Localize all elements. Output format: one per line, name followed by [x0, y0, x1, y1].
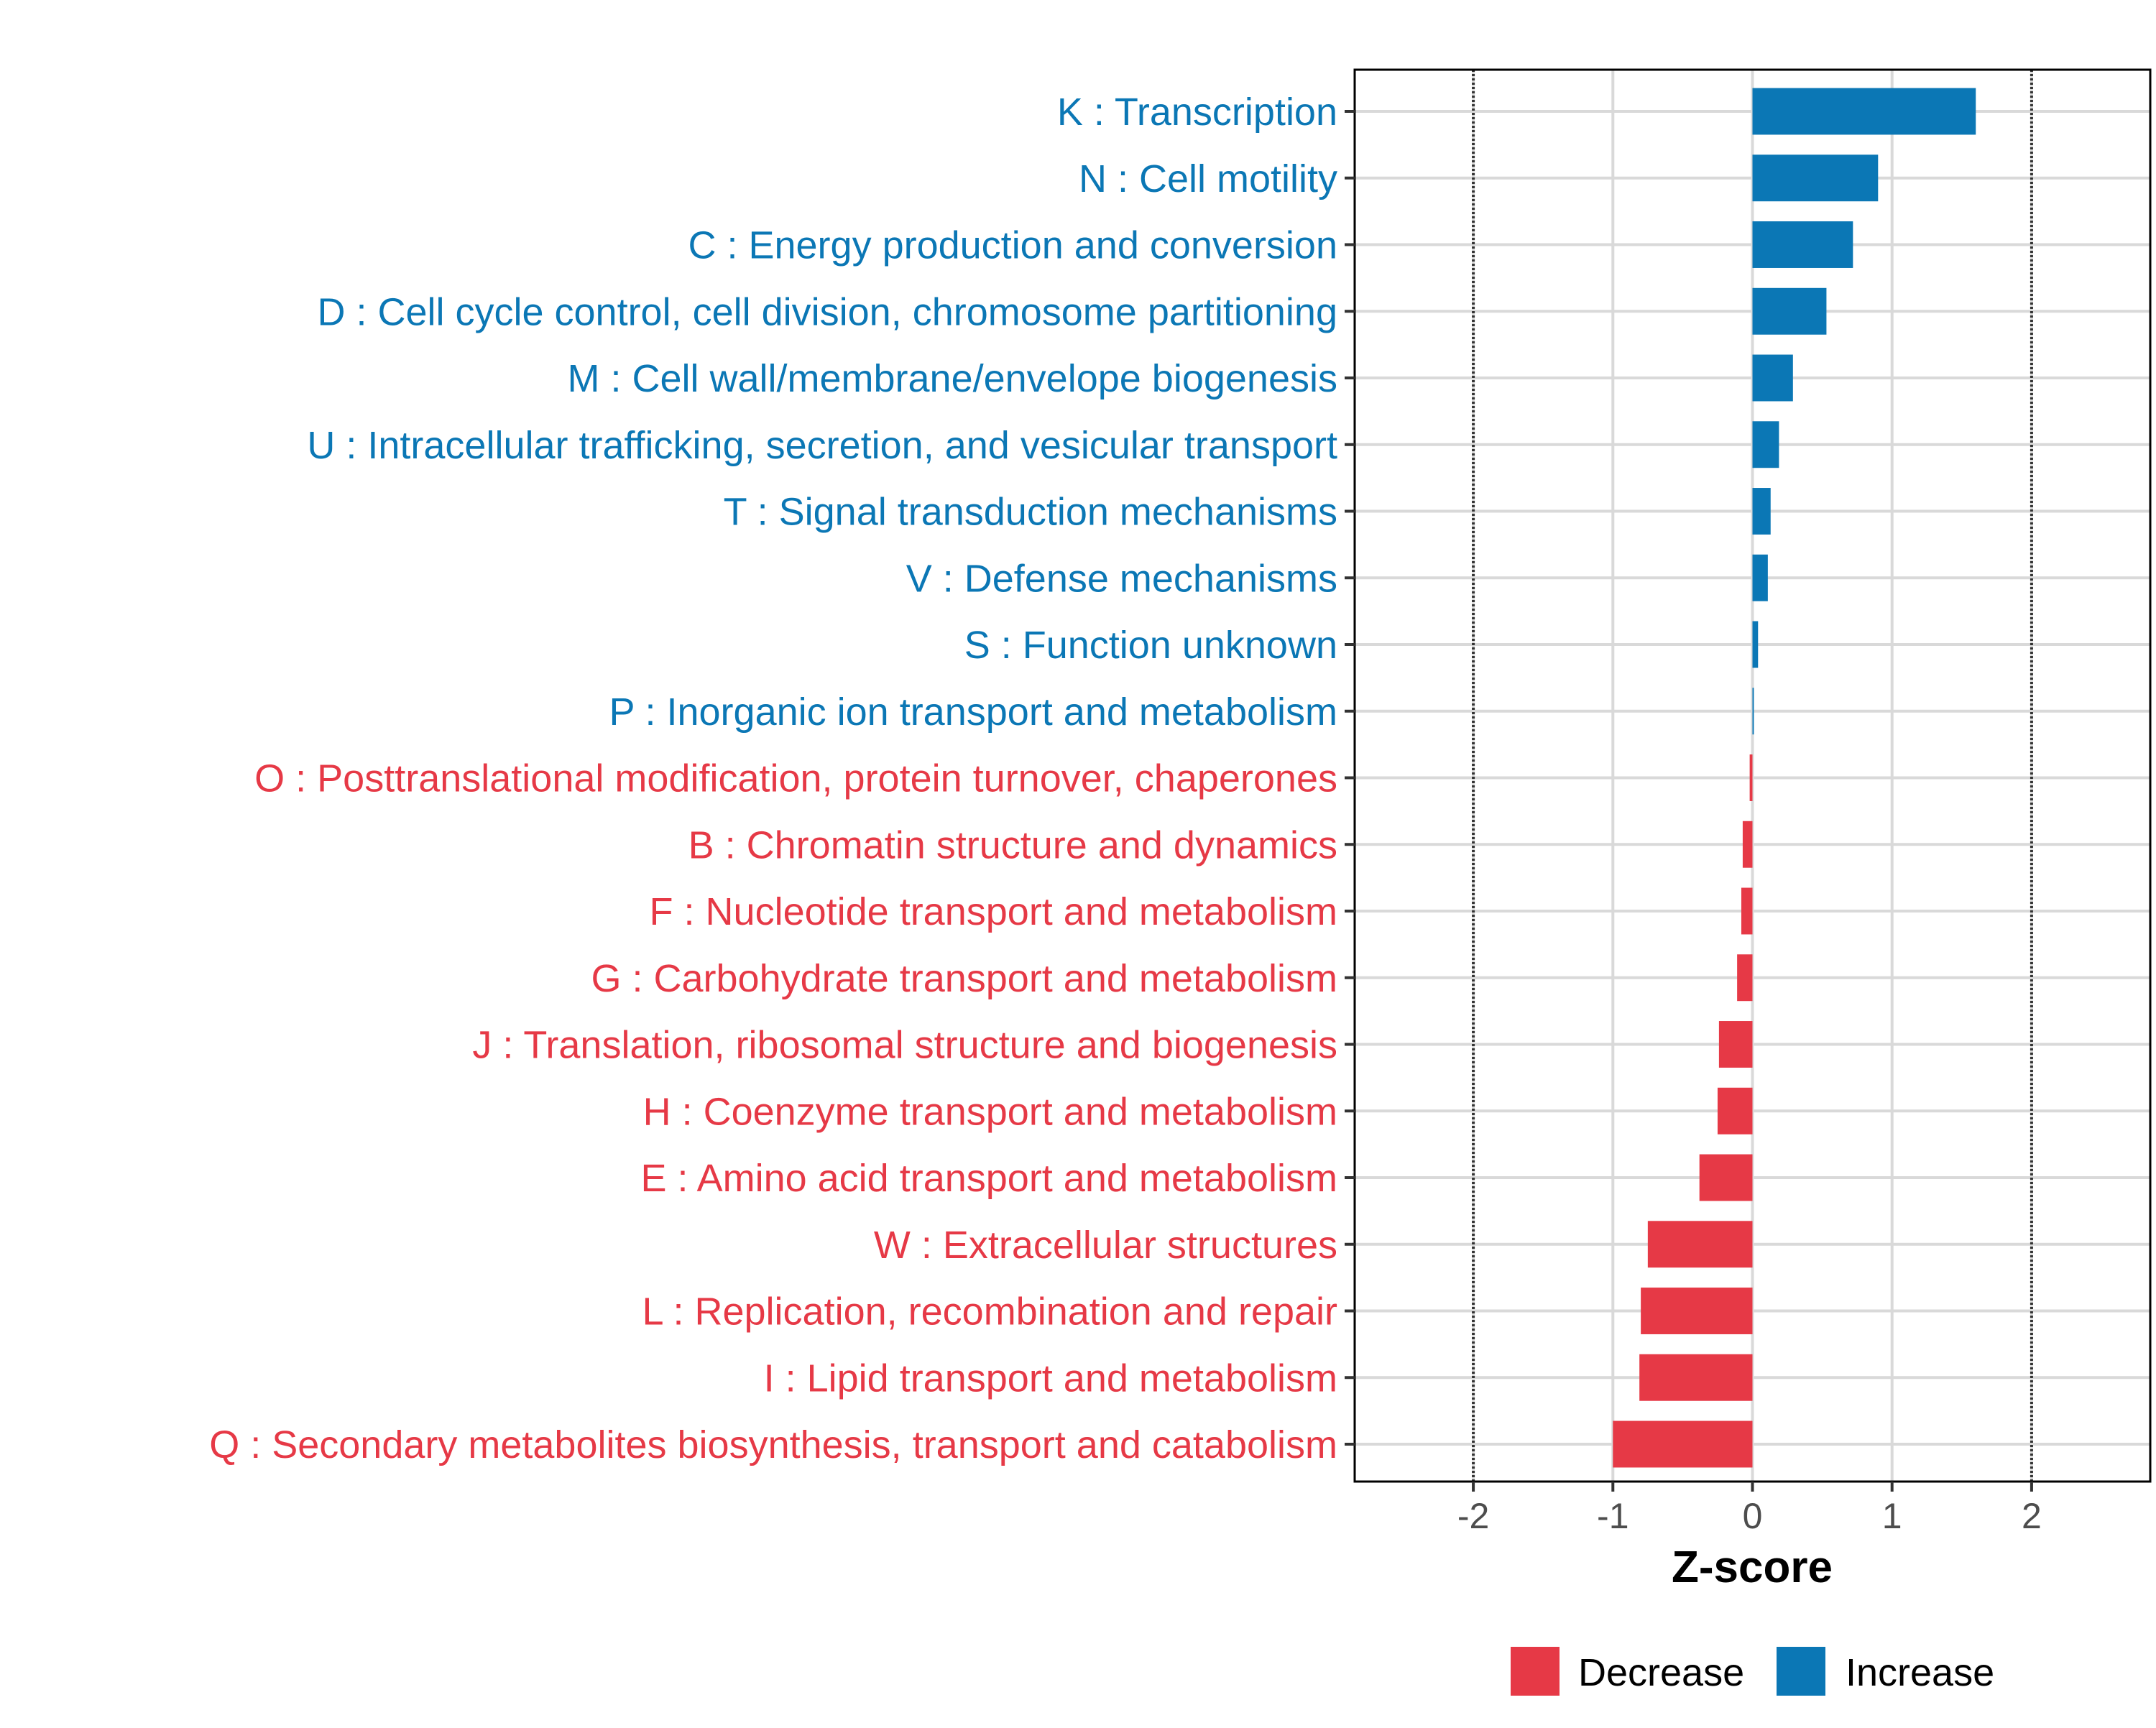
- x-tick-label: -1: [1597, 1496, 1628, 1536]
- bar: [1752, 621, 1759, 668]
- y-axis-ticks: [1345, 110, 1355, 1446]
- y-axis-labels: K : Transcription N : Cell motility C : En…: [209, 91, 1337, 1466]
- y-tick-label: U : Intracellular trafficking, secretion…: [307, 424, 1337, 467]
- y-tick-label: Q : Secondary metabolites biosynthesis, …: [209, 1423, 1337, 1466]
- y-tick-label: M : Cell wall/membrane/envelope biogenes…: [567, 357, 1337, 400]
- y-tick-label: L : Replication, recombination and repai…: [642, 1290, 1337, 1334]
- bar: [1718, 1021, 1753, 1068]
- bar: [1737, 954, 1753, 1002]
- y-tick-label: G : Carbohydrate transport and metabolis…: [591, 957, 1338, 1000]
- y-tick-label: J : Translation, ribosomal structure and…: [472, 1024, 1337, 1067]
- x-axis-title: Z-score: [1672, 1543, 1833, 1592]
- legend: Decrease Increase: [1511, 1647, 1994, 1696]
- y-tick-label: P : Inorganic ion transport and metaboli…: [609, 690, 1337, 734]
- legend-label: Increase: [1846, 1651, 1994, 1694]
- y-tick-label: T : Signal transduction mechanisms: [724, 491, 1337, 534]
- bar: [1699, 1154, 1753, 1201]
- y-tick-label: C : Energy production and conversion: [688, 224, 1337, 267]
- bar: [1752, 554, 1768, 601]
- bar: [1752, 154, 1879, 202]
- y-tick-label: I : Lipid transport and metabolism: [764, 1357, 1337, 1400]
- x-tick-label: -2: [1457, 1496, 1489, 1536]
- x-tick-label: 2: [2022, 1496, 2042, 1536]
- x-axis-tick-labels: -2 -1 0 1 2: [1457, 1496, 2042, 1536]
- y-tick-label: H : Coenzyme transport and metabolism: [643, 1090, 1337, 1133]
- y-tick-label: N : Cell motility: [1079, 157, 1337, 200]
- bar: [1752, 88, 1976, 135]
- legend-swatch: [1777, 1647, 1825, 1696]
- legend-label: Decrease: [1578, 1651, 1744, 1694]
- legend-swatch: [1511, 1647, 1560, 1696]
- bar: [1752, 354, 1793, 402]
- y-tick-label: E : Amino acid transport and metabolism: [641, 1157, 1337, 1200]
- bar: [1752, 688, 1754, 735]
- y-tick-label: B : Chromatin structure and dynamics: [688, 823, 1337, 867]
- bar: [1749, 754, 1753, 801]
- bar: [1741, 887, 1753, 935]
- x-tick-label: 0: [1743, 1496, 1763, 1536]
- bar: [1641, 1288, 1753, 1334]
- y-tick-label: V : Defense mechanisms: [906, 557, 1337, 600]
- bar: [1752, 488, 1771, 535]
- y-tick-label: O : Posttranslational modification, prot…: [254, 757, 1337, 800]
- bar: [1613, 1420, 1753, 1468]
- x-tick-label: 1: [1882, 1496, 1902, 1536]
- y-tick-label: S : Function unknown: [964, 624, 1337, 667]
- bar: [1752, 421, 1779, 468]
- bar: [1742, 821, 1753, 868]
- bar: [1752, 287, 1827, 335]
- bars: [1613, 88, 1976, 1468]
- bar: [1717, 1087, 1753, 1135]
- bar: [1639, 1354, 1753, 1401]
- y-tick-label: K : Transcription: [1057, 91, 1337, 134]
- x-axis-ticks: [1472, 1482, 2033, 1492]
- y-tick-label: F : Nucleotide transport and metabolism: [650, 890, 1337, 933]
- bar: [1752, 221, 1853, 268]
- y-tick-label: D : Cell cycle control, cell division, c…: [317, 290, 1337, 333]
- bar: [1647, 1221, 1753, 1268]
- y-tick-label: W : Extracellular structures: [874, 1224, 1337, 1267]
